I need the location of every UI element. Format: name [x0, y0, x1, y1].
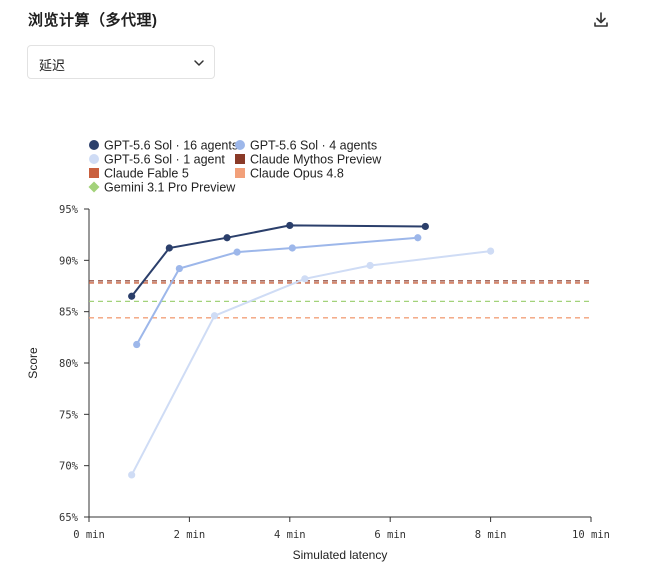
metric-dropdown[interactable]: 延迟 [27, 45, 215, 79]
legend-marker [235, 168, 245, 178]
series-line [130, 250, 491, 476]
data-point [128, 471, 136, 479]
x-tick-label: 0 min [73, 529, 105, 541]
y-axis-label: Score [26, 347, 40, 379]
legend-marker [89, 154, 99, 164]
data-point [175, 264, 183, 273]
data-point [288, 244, 296, 252]
legend-label: GPT-5.6 Sol · 4 agents [250, 139, 377, 153]
data-point [366, 261, 374, 270]
x-tick-label: 8 min [475, 529, 507, 541]
legend-marker [88, 181, 100, 193]
x-tick-label: 4 min [274, 529, 306, 541]
data-point [421, 222, 429, 231]
legend-label: GPT-5.6 Sol · 16 agents [104, 139, 238, 153]
x-axis-label: Simulated latency [293, 548, 388, 562]
y-tick-label: 85% [59, 307, 79, 319]
legend-marker [235, 140, 245, 150]
y-tick-label: 75% [59, 409, 79, 421]
legend-label: Claude Fable 5 [104, 167, 189, 181]
legend-marker [89, 140, 99, 150]
data-point [165, 244, 173, 252]
data-point [210, 312, 219, 320]
dropdown-selected-value: 延迟 [39, 58, 66, 73]
legend-marker [235, 154, 245, 164]
y-tick-label: 70% [59, 461, 79, 473]
legend-label: GPT-5.6 Sol · 1 agent [104, 153, 225, 167]
data-point [286, 221, 294, 230]
y-tick-label: 65% [59, 512, 79, 524]
legend-marker [89, 168, 99, 178]
data-point [223, 234, 231, 242]
data-point [301, 275, 309, 283]
download-button[interactable] [590, 9, 612, 31]
x-tick-label: 10 min [572, 529, 610, 541]
legend-label: Claude Mythos Preview [250, 153, 382, 167]
data-point [414, 234, 422, 242]
y-tick-label: 90% [59, 255, 79, 267]
data-point [487, 247, 495, 255]
x-tick-label: 6 min [374, 529, 406, 541]
data-point [128, 292, 136, 300]
y-tick-label: 95% [59, 204, 79, 216]
chevron-down-icon [194, 60, 204, 66]
series-line [130, 224, 426, 297]
y-tick-label: 80% [59, 358, 79, 370]
legend-label: Gemini 3.1 Pro Preview [104, 181, 236, 195]
page-title: 浏览计算（多代理) [28, 12, 158, 29]
download-icon [594, 12, 608, 27]
data-point [133, 340, 141, 349]
data-point [233, 248, 241, 256]
x-tick-label: 2 min [174, 529, 206, 541]
legend-label: Claude Opus 4.8 [250, 167, 344, 181]
